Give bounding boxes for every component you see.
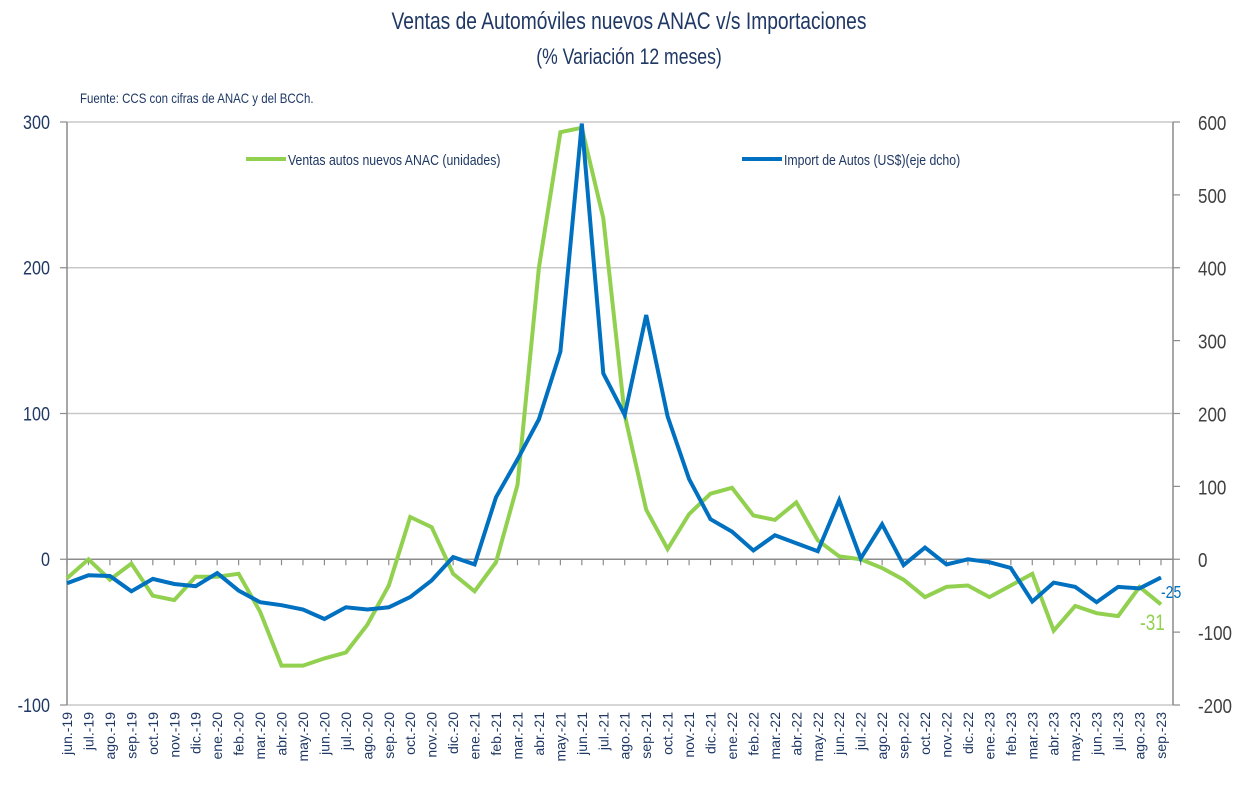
chart-title: Ventas de Automóviles nuevos ANAC v/s Im… (391, 8, 867, 35)
ventas-line (65, 125, 1163, 668)
x-axis-label: jun.-23 (1089, 712, 1105, 756)
x-axis-label: sep.-19 (123, 712, 139, 759)
x-axis-label: nov.-19 (166, 712, 182, 758)
x-axis-label: may.-22 (810, 712, 826, 762)
right-axis-label: 500 (1198, 185, 1226, 208)
x-axis-label: dic.-20 (445, 712, 461, 754)
import-end-label: -25 (1161, 582, 1181, 602)
x-axis-label: ene.-20 (209, 712, 225, 760)
x-axis-label: nov.-21 (681, 712, 697, 758)
x-axis-label: abr.-22 (788, 712, 804, 756)
left-axis-label: 100 (23, 403, 50, 425)
x-axis-labels: jun.-19 jul.-19 ago.-19 sep.-19 oct.-19 nov.-… (59, 712, 1169, 762)
x-axis-label: jul.-22 (853, 712, 869, 751)
x-axis-label: ene.-22 (724, 712, 740, 760)
x-axis-label: nov.-20 (424, 712, 440, 758)
x-axis-label: may.-20 (295, 712, 311, 762)
x-axis-label: jul.-20 (338, 712, 354, 751)
x-axis-label: mar.-20 (252, 712, 268, 760)
end-labels: -25-31 (1140, 582, 1181, 635)
x-axis-label: mar.-21 (509, 712, 525, 760)
left-axis-label: -100 (18, 695, 50, 717)
x-axis-label: feb.-21 (488, 712, 504, 756)
right-axis-label: 100 (1198, 476, 1226, 499)
x-axis-label: ago.-20 (359, 712, 375, 760)
series-lines (65, 123, 1163, 668)
source-note: Fuente: CCS con cifras de ANAC y del BCC… (80, 90, 314, 106)
x-axis-label: ago.-23 (1132, 712, 1148, 760)
x-axis-label: ago.-19 (102, 712, 118, 760)
x-axis-label: sep.-22 (896, 712, 912, 759)
right-axis-label: 300 (1198, 330, 1226, 353)
x-axis-label: ene.-23 (981, 712, 997, 760)
gridlines (67, 121, 1173, 706)
x-axis-label: mar.-22 (767, 712, 783, 760)
left-axis-label: 300 (23, 112, 50, 134)
x-axis-label: jun.-19 (59, 712, 75, 756)
x-axis-label: feb.-22 (745, 712, 761, 756)
x-axis-label: oct.-21 (660, 712, 676, 755)
x-axis-label: jul.-23 (1110, 712, 1126, 751)
right-axis-labels: -200 -100 0 100 200 300 400 500 600 (1198, 112, 1232, 718)
chart-subtitle: (% Variación 12 meses) (536, 44, 722, 69)
x-axis-label: may.-21 (552, 712, 568, 762)
right-axis-label: -100 (1198, 622, 1232, 645)
right-axis-label: 200 (1198, 403, 1226, 426)
x-axis-label: may.-23 (1067, 712, 1083, 762)
left-axis-label: 200 (23, 258, 50, 280)
x-axis-label: oct.-19 (145, 712, 161, 755)
x-axis-label: ene.-21 (467, 712, 483, 760)
x-axis-label: abr.-23 (1046, 712, 1062, 756)
x-axis-label: feb.-23 (1003, 712, 1019, 756)
x-axis-label: jul.-19 (80, 712, 96, 751)
x-axis-label: dic.-21 (703, 712, 719, 754)
x-axis-label: ago.-21 (617, 712, 633, 760)
x-axis-label: abr.-21 (531, 712, 547, 756)
axes (60, 121, 1180, 706)
x-axis-label: mar.-23 (1024, 712, 1040, 760)
x-axis-label: sep.-23 (1153, 712, 1169, 759)
x-axis-label: dic.-22 (960, 712, 976, 754)
x-axis-label: oct.-22 (917, 712, 933, 755)
ventas-end-label: -31 (1140, 611, 1165, 636)
legend-label-ventas: Ventas autos nuevos ANAC (unidades) (288, 152, 500, 168)
right-axis-label: 600 (1198, 112, 1226, 135)
x-axis-label: jun.-20 (316, 712, 332, 756)
left-axis-labels: -100 0 100 200 300 (18, 112, 50, 717)
x-axis-label: sep.-20 (381, 712, 397, 759)
x-axis-label: jun.-21 (574, 712, 590, 756)
x-axis-label: nov.-22 (938, 712, 954, 758)
x-axis-label: jul.-21 (595, 712, 611, 751)
import-line (66, 123, 1162, 622)
legend-label-import: Import de Autos (US$)(eje dcho) (784, 152, 960, 168)
x-axis-label: ago.-22 (874, 712, 890, 760)
right-axis-label: -200 (1198, 695, 1232, 718)
legend: Ventas autos nuevos ANAC (unidades) Impor… (246, 152, 960, 168)
x-axis-label: sep.-21 (638, 712, 654, 759)
x-axis-label: feb.-20 (231, 712, 247, 756)
x-axis-label: abr.-20 (274, 712, 290, 756)
right-axis-label: 0 (1198, 549, 1207, 572)
x-axis-label: dic.-19 (188, 712, 204, 754)
left-axis-label: 0 (41, 549, 50, 571)
right-axis-label: 400 (1198, 257, 1226, 280)
x-axis-label: oct.-20 (402, 712, 418, 755)
x-axis-label: jun.-22 (831, 712, 847, 756)
